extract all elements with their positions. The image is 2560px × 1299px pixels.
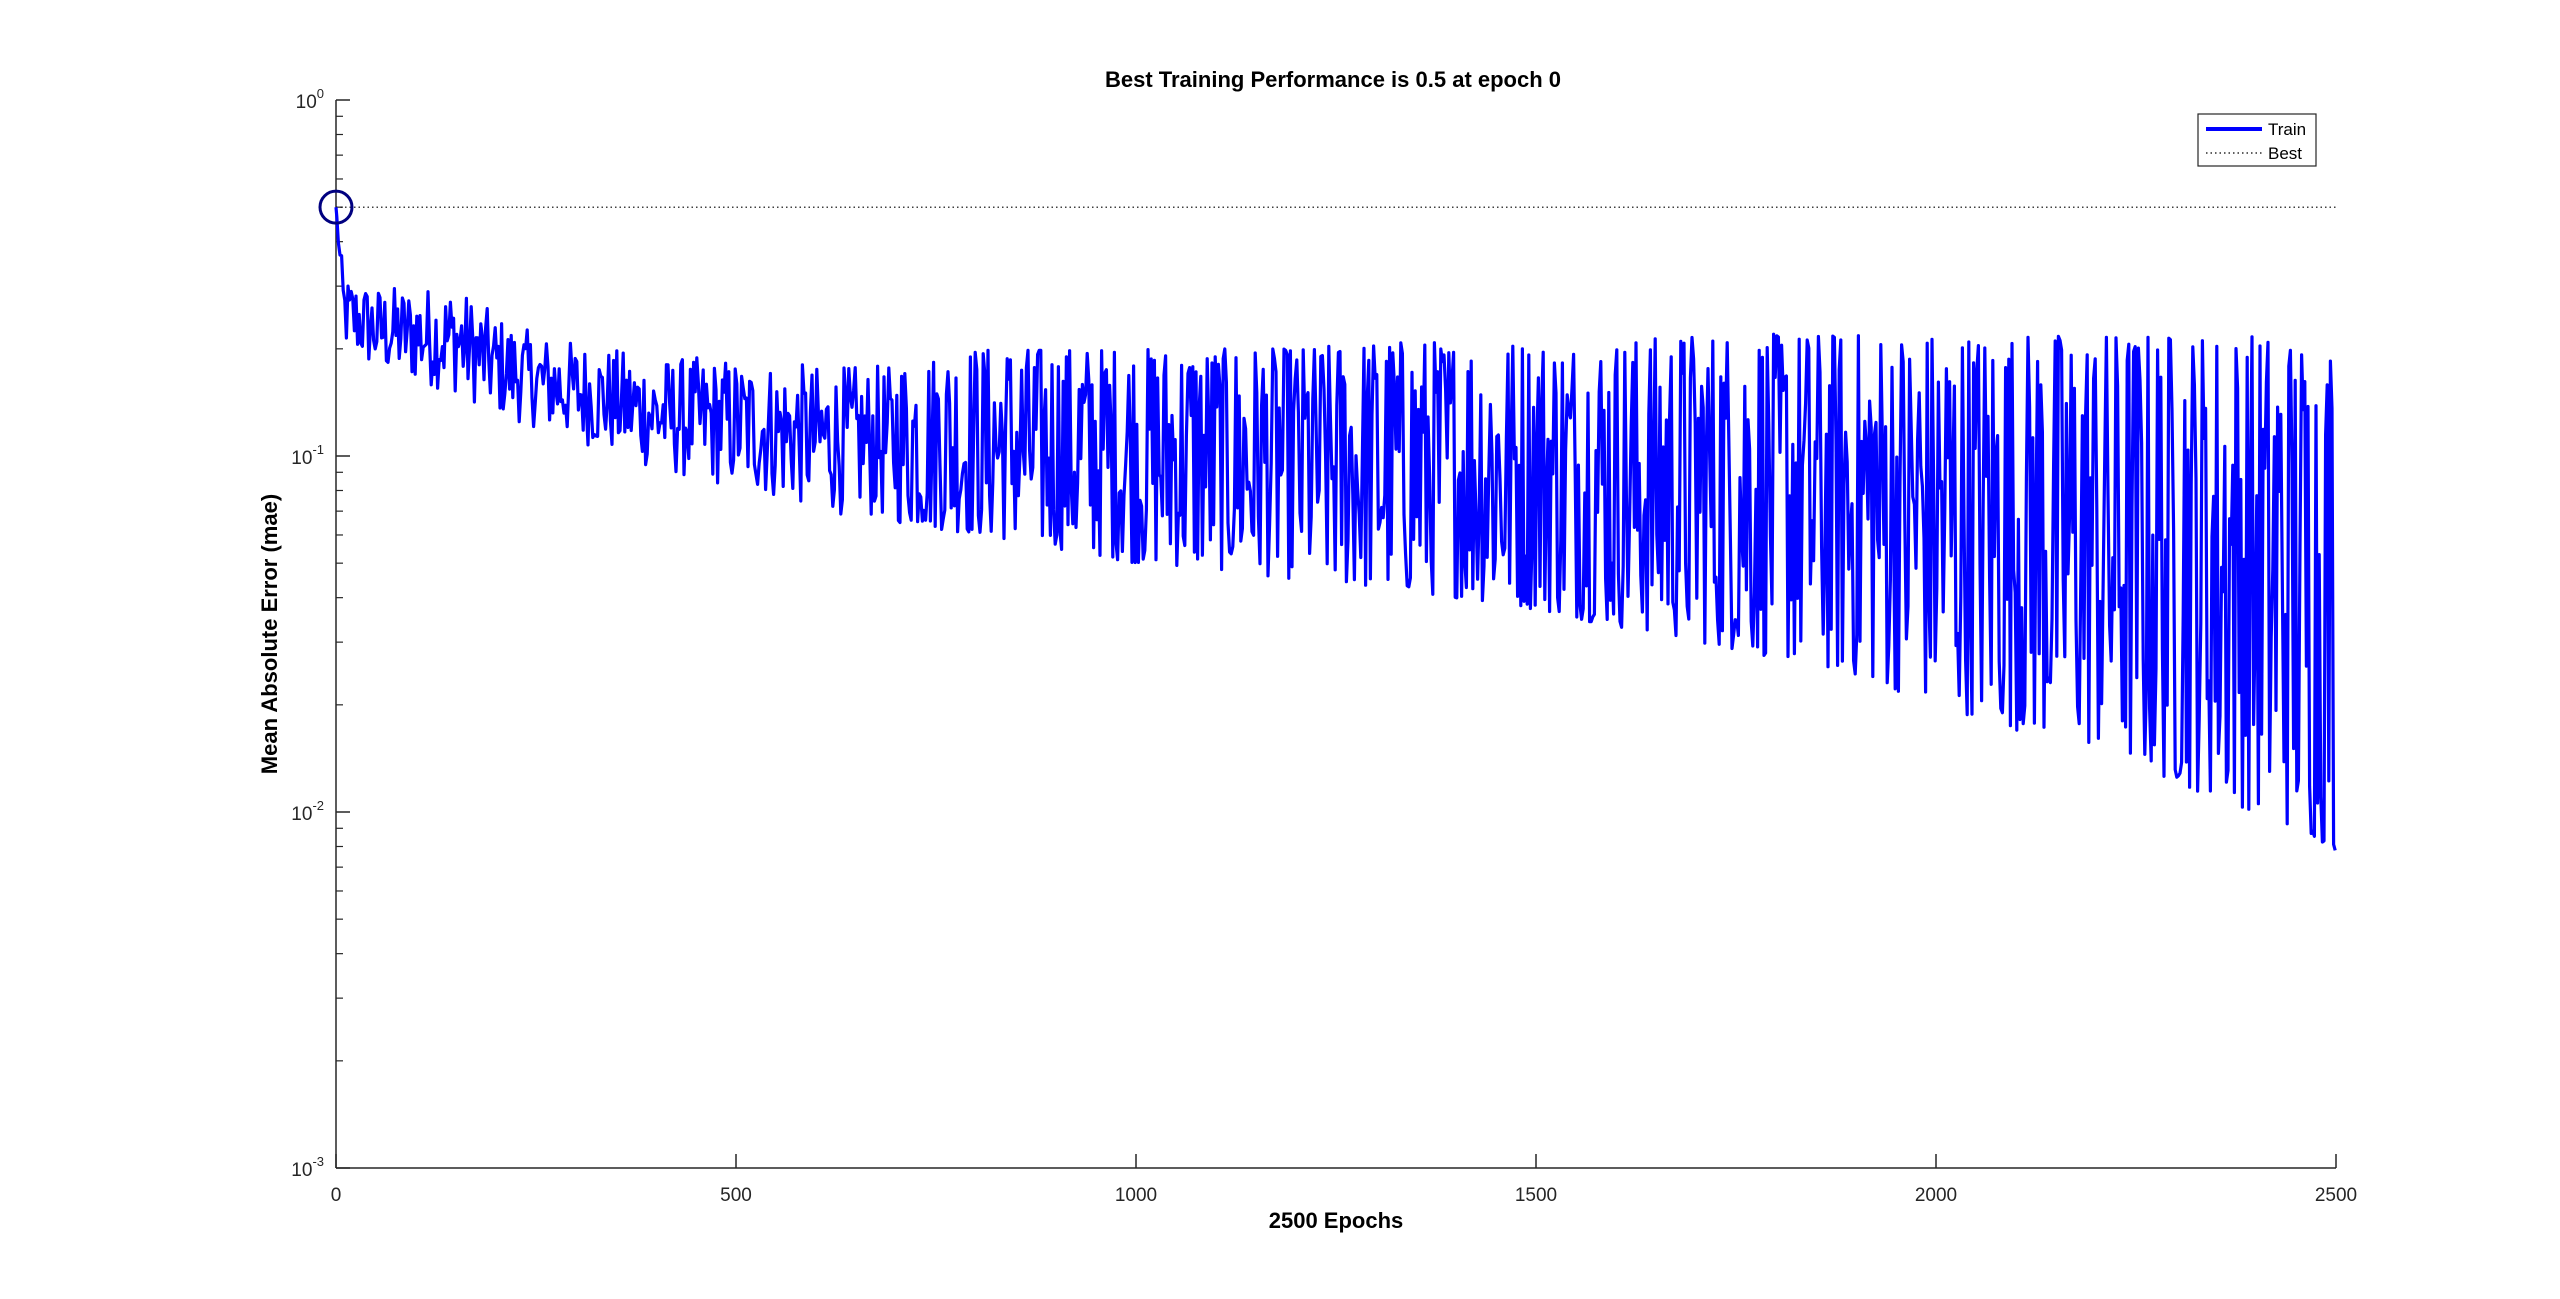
x-tick-label: 500 xyxy=(720,1185,752,1206)
plot-axes: 0 500 1000 1500 2000 2500 10-3 10-2 10-1 100 xyxy=(291,86,2357,1206)
y-tick-label: 10-2 xyxy=(291,798,324,825)
x-ticks: 0 500 1000 1500 2000 2500 xyxy=(331,1154,2357,1206)
y-axis-label: Mean Absolute Error (mae) xyxy=(257,494,282,774)
y-ticks: 10-3 10-2 10-1 100 xyxy=(291,86,350,1181)
best-point-marker xyxy=(318,189,354,225)
train-line xyxy=(334,207,2337,851)
series-layer xyxy=(318,189,2337,851)
x-axis-label: 2500 Epochs xyxy=(1269,1208,1404,1233)
x-tick-label: 2000 xyxy=(1915,1185,1957,1206)
chart-title: Best Training Performance is 0.5 at epoc… xyxy=(1105,67,1561,92)
y-tick-label: 10-1 xyxy=(291,442,324,469)
y-tick-label: 100 xyxy=(296,86,324,113)
x-tick-label: 0 xyxy=(331,1185,342,1206)
legend-box xyxy=(2197,113,2317,167)
legend: Train Best xyxy=(2197,113,2317,167)
x-tick-label: 2500 xyxy=(2315,1185,2357,1206)
y-tick-label: 10-3 xyxy=(291,1154,324,1181)
legend-train-label: Train xyxy=(2268,120,2306,139)
x-tick-label: 1000 xyxy=(1115,1185,1157,1206)
legend-best-label: Best xyxy=(2268,144,2302,163)
x-tick-label: 1500 xyxy=(1515,1185,1557,1206)
